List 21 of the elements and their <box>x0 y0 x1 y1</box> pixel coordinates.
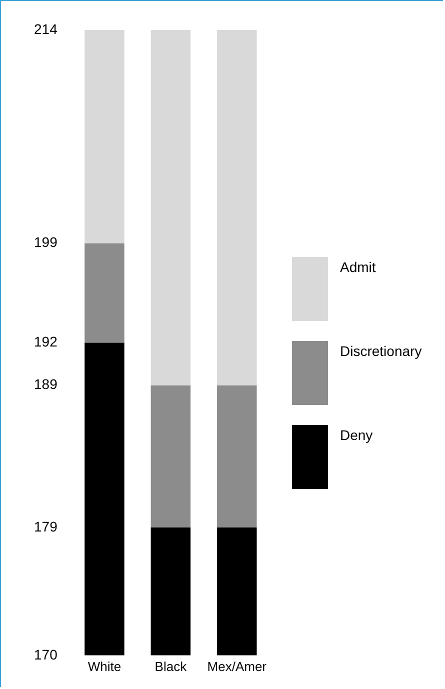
bar <box>217 30 257 386</box>
bar <box>84 342 124 656</box>
text: Discretionary <box>340 343 422 359</box>
bar <box>150 385 191 528</box>
y-tick-label: 192 <box>34 334 58 350</box>
x-tick-label: Mex/Amer <box>207 658 268 674</box>
x-tick-label: White <box>88 658 122 674</box>
y-tick-label: 170 <box>34 646 58 662</box>
y-tick-label: 189 <box>34 376 58 392</box>
bar <box>150 527 191 656</box>
y-tick-label: 214 <box>34 20 58 37</box>
bar <box>84 30 124 244</box>
y-tick-label: 179 <box>34 518 58 534</box>
bar <box>150 30 191 386</box>
y-tick-label: 199 <box>34 234 58 250</box>
text: Deny <box>340 427 373 443</box>
bar <box>217 527 257 656</box>
bar <box>217 385 257 528</box>
bar <box>84 243 124 343</box>
text: Admit <box>340 259 376 275</box>
x-tick-label: Black <box>154 658 188 674</box>
